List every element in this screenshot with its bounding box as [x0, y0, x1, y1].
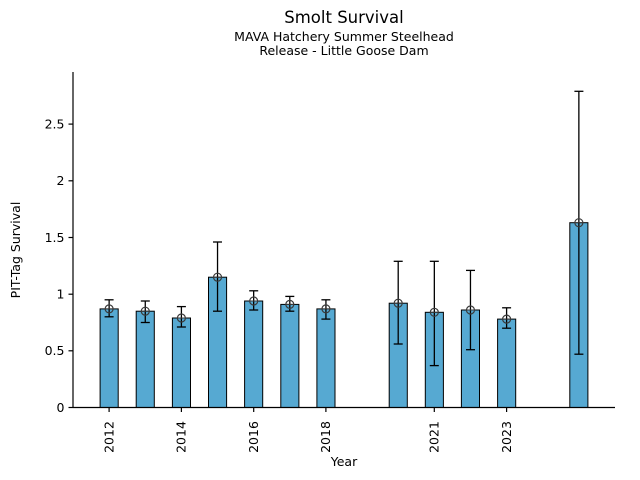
y-tick-label-1: 1	[57, 287, 65, 302]
bar-2014	[171, 317, 191, 408]
x-tick-label-2012: 2012	[101, 421, 116, 453]
x-axis-label: Year	[330, 454, 358, 469]
bar-2013	[135, 310, 155, 409]
y-tick-label-0: 0	[57, 400, 65, 415]
x-tick-label-2021: 2021	[427, 421, 442, 453]
chart-subtitle-line2: Release - Little Goose Dam	[259, 43, 429, 58]
bar-2018	[316, 308, 336, 408]
bar-2017	[280, 303, 300, 408]
y-tick-label-2.5: 2.5	[45, 116, 65, 131]
x-tick-label-2014: 2014	[174, 421, 189, 453]
y-tick-label-1.5: 1.5	[45, 230, 65, 245]
x-tick-label-2023: 2023	[499, 421, 514, 453]
bar-2016	[244, 300, 264, 408]
x-tick-label-2016: 2016	[246, 421, 261, 453]
chart-title: Smolt Survival	[284, 8, 404, 27]
bar-2012	[99, 308, 119, 408]
y-tick-label-0.5: 0.5	[45, 343, 65, 358]
x-tick-label-2018: 2018	[318, 421, 333, 453]
y-tick-label-2: 2	[57, 173, 65, 188]
chart-subtitle-line1: MAVA Hatchery Summer Steelhead	[234, 29, 454, 44]
bar-2023	[497, 318, 517, 409]
